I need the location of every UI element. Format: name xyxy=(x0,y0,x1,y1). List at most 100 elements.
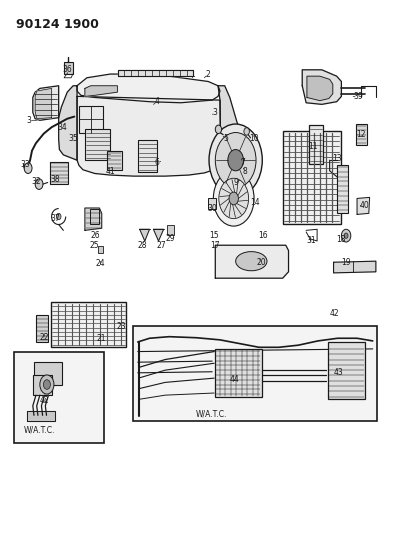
Bar xyxy=(79,106,103,133)
Circle shape xyxy=(228,150,244,171)
Bar xyxy=(90,209,99,224)
Circle shape xyxy=(219,178,249,219)
Bar xyxy=(15,352,104,443)
Text: 21: 21 xyxy=(97,334,107,343)
Text: 42: 42 xyxy=(40,396,50,405)
Polygon shape xyxy=(85,208,102,230)
Circle shape xyxy=(244,128,250,135)
Text: 5: 5 xyxy=(224,134,228,143)
Circle shape xyxy=(215,133,256,188)
Text: 12: 12 xyxy=(356,130,366,139)
Polygon shape xyxy=(35,88,51,119)
Bar xyxy=(36,316,48,342)
Text: W/A.T.C.: W/A.T.C. xyxy=(24,426,55,435)
Text: 11: 11 xyxy=(309,142,318,151)
Circle shape xyxy=(229,192,239,205)
Text: 31: 31 xyxy=(306,237,316,246)
Polygon shape xyxy=(28,411,55,421)
Text: 10: 10 xyxy=(250,134,259,143)
Polygon shape xyxy=(218,86,242,160)
Bar xyxy=(328,342,365,399)
Bar xyxy=(138,140,157,172)
Polygon shape xyxy=(77,96,221,176)
Text: W/A.T.C.: W/A.T.C. xyxy=(196,410,227,419)
Ellipse shape xyxy=(236,252,267,271)
Bar xyxy=(33,375,51,395)
Text: 39: 39 xyxy=(353,92,363,101)
Text: 26: 26 xyxy=(91,231,100,240)
Text: 30: 30 xyxy=(207,204,217,213)
Text: 29: 29 xyxy=(165,234,174,243)
Polygon shape xyxy=(302,70,342,104)
Bar xyxy=(98,246,103,253)
Text: 14: 14 xyxy=(250,198,260,207)
Text: 25: 25 xyxy=(89,241,99,250)
Circle shape xyxy=(43,379,50,389)
Text: 15: 15 xyxy=(209,231,219,240)
Text: 38: 38 xyxy=(50,175,60,184)
Bar xyxy=(51,302,126,348)
Text: 24: 24 xyxy=(96,260,105,268)
Text: 37: 37 xyxy=(51,214,61,223)
Polygon shape xyxy=(357,197,369,214)
Text: 41: 41 xyxy=(106,167,115,176)
Text: 36: 36 xyxy=(62,66,72,74)
Text: 8: 8 xyxy=(243,167,248,176)
Circle shape xyxy=(342,229,351,242)
Circle shape xyxy=(215,125,222,134)
Bar xyxy=(85,130,110,160)
Bar xyxy=(133,326,376,421)
Polygon shape xyxy=(334,261,376,273)
Text: 13: 13 xyxy=(332,154,342,163)
Bar xyxy=(107,151,122,169)
Text: 42: 42 xyxy=(330,309,339,318)
Text: 2: 2 xyxy=(206,70,211,78)
Bar xyxy=(50,162,68,184)
Text: 19: 19 xyxy=(341,258,351,266)
Text: 18: 18 xyxy=(337,236,346,245)
Text: 32: 32 xyxy=(31,177,41,186)
Bar xyxy=(215,349,261,397)
Text: 22: 22 xyxy=(39,333,48,342)
Text: 40: 40 xyxy=(359,201,369,210)
Circle shape xyxy=(209,124,262,196)
Text: 43: 43 xyxy=(333,368,343,377)
Circle shape xyxy=(40,375,54,394)
Text: 16: 16 xyxy=(258,231,268,240)
Text: 7: 7 xyxy=(240,158,245,167)
Text: 4: 4 xyxy=(155,97,160,106)
Text: 44: 44 xyxy=(230,375,240,384)
Text: 17: 17 xyxy=(211,241,220,250)
Text: 3: 3 xyxy=(213,108,218,117)
Bar xyxy=(356,124,367,146)
Polygon shape xyxy=(33,86,59,120)
Polygon shape xyxy=(59,86,77,160)
Text: 35: 35 xyxy=(68,134,78,143)
Bar xyxy=(167,225,174,235)
Text: 20: 20 xyxy=(256,258,266,266)
Text: 27: 27 xyxy=(156,241,166,250)
Text: 1: 1 xyxy=(190,70,195,78)
Polygon shape xyxy=(153,229,163,241)
Text: 3: 3 xyxy=(26,116,31,125)
Polygon shape xyxy=(140,229,149,241)
Bar xyxy=(208,198,216,209)
Text: 90124 1900: 90124 1900 xyxy=(17,18,99,31)
Text: 34: 34 xyxy=(58,123,68,132)
Bar xyxy=(64,62,73,74)
Bar xyxy=(283,131,341,224)
Text: 9: 9 xyxy=(233,178,238,187)
Polygon shape xyxy=(118,70,193,76)
Polygon shape xyxy=(85,86,118,96)
Text: 28: 28 xyxy=(138,241,147,250)
Circle shape xyxy=(213,171,254,226)
Circle shape xyxy=(344,233,348,238)
Bar xyxy=(337,165,349,213)
Circle shape xyxy=(24,163,32,173)
Text: 23: 23 xyxy=(116,321,126,330)
Bar xyxy=(34,362,62,384)
Text: 33: 33 xyxy=(20,160,30,169)
Circle shape xyxy=(35,179,43,189)
Text: 6: 6 xyxy=(155,158,160,167)
Circle shape xyxy=(56,213,61,220)
